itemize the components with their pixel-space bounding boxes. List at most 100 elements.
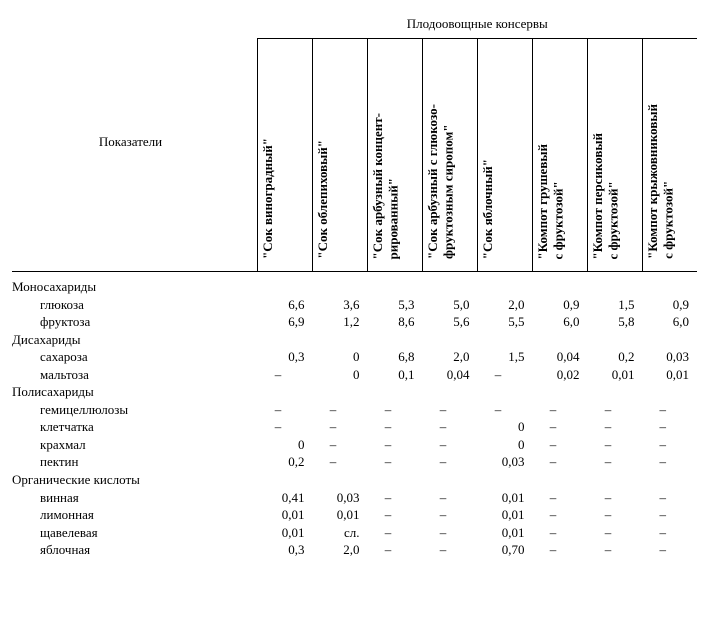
data-cell: – (588, 489, 643, 507)
column-header-label: "Сок облепиховый" (315, 140, 331, 259)
data-cell: – (423, 524, 478, 542)
data-cell: 2,0 (313, 541, 368, 559)
data-cell: – (588, 541, 643, 559)
data-cell: 0,03 (478, 453, 533, 471)
data-cell: – (533, 524, 588, 542)
data-cell: – (643, 541, 698, 559)
table-row: Моносахариды (12, 278, 697, 296)
data-cell: 0,01 (478, 489, 533, 507)
data-cell: – (368, 436, 423, 454)
data-cell: – (313, 418, 368, 436)
data-cell: 1,5 (588, 296, 643, 314)
data-cell: – (258, 418, 313, 436)
table-row: клетчатка––––0––– (12, 418, 697, 436)
data-cell: – (423, 506, 478, 524)
data-cell: 0,9 (533, 296, 588, 314)
data-cell: – (643, 506, 698, 524)
column-header: "Компот крыжовниковый с фруктозой" (643, 39, 698, 272)
data-cell: 1,2 (313, 313, 368, 331)
data-cell: – (533, 453, 588, 471)
data-cell: 0,1 (368, 366, 423, 384)
data-cell: – (423, 436, 478, 454)
data-cell: 0,03 (643, 348, 698, 366)
table-row: Органические кислоты (12, 471, 697, 489)
data-table: Показатели Плодоовощные консервы "Сок ви… (12, 12, 697, 559)
data-cell: 0,70 (478, 541, 533, 559)
row-label: Полисахариды (12, 383, 258, 401)
data-cell: – (533, 436, 588, 454)
table-row: винная0,410,03––0,01––– (12, 489, 697, 507)
data-cell: 0,01 (258, 524, 313, 542)
row-label: глюкоза (12, 296, 258, 314)
row-label: клетчатка (12, 418, 258, 436)
data-cell: – (313, 453, 368, 471)
table-row: лимонная0,010,01––0,01––– (12, 506, 697, 524)
column-header-label: "Сок виноградный" (260, 138, 276, 259)
data-cell: 5,8 (588, 313, 643, 331)
data-cell: – (313, 401, 368, 419)
column-header: "Сок арбузный концент- рированный" (368, 39, 423, 272)
row-label: крахмал (12, 436, 258, 454)
data-cell: – (588, 401, 643, 419)
data-cell: – (258, 401, 313, 419)
row-label: яблочная (12, 541, 258, 559)
data-cell: 2,0 (478, 296, 533, 314)
data-cell: 0 (258, 436, 313, 454)
data-cell: – (423, 401, 478, 419)
data-cell: 0,04 (423, 366, 478, 384)
data-cell: 0 (478, 418, 533, 436)
table-row: глюкоза6,63,65,35,02,00,91,50,9 (12, 296, 697, 314)
data-cell: – (423, 418, 478, 436)
data-cell: – (368, 401, 423, 419)
data-cell: – (533, 489, 588, 507)
data-cell: 0,9 (643, 296, 698, 314)
column-header: "Компот грушевый с фруктозой" (533, 39, 588, 272)
data-cell: 0,01 (643, 366, 698, 384)
row-label: лимонная (12, 506, 258, 524)
data-cell: – (588, 418, 643, 436)
row-label: Дисахариды (12, 331, 258, 349)
column-group-title: Плодоовощные консервы (258, 12, 698, 39)
data-cell: 0,02 (533, 366, 588, 384)
table-row: сахароза0,306,82,01,50,040,20,03 (12, 348, 697, 366)
data-cell: – (368, 489, 423, 507)
data-cell: – (423, 489, 478, 507)
data-cell: 0,01 (258, 506, 313, 524)
data-cell: 6,6 (258, 296, 313, 314)
column-header-label: "Компот персиковый с фруктозой" (590, 133, 621, 259)
column-header: "Сок виноградный" (258, 39, 313, 272)
data-cell: 0,01 (478, 524, 533, 542)
data-cell: 0,3 (258, 541, 313, 559)
data-cell: 5,5 (478, 313, 533, 331)
data-cell: 2,0 (423, 348, 478, 366)
table-row: Полисахариды (12, 383, 697, 401)
column-header-label: "Сок арбузный концент- рированный" (370, 113, 401, 259)
data-cell: – (533, 506, 588, 524)
data-cell: – (368, 418, 423, 436)
row-label: винная (12, 489, 258, 507)
data-cell: сл. (313, 524, 368, 542)
data-cell: – (368, 541, 423, 559)
column-header-label: "Компот крыжовниковый с фруктозой" (645, 104, 676, 259)
data-cell: – (643, 453, 698, 471)
data-cell: 8,6 (368, 313, 423, 331)
data-cell: 0,2 (258, 453, 313, 471)
data-cell: – (533, 401, 588, 419)
data-cell: – (643, 401, 698, 419)
data-cell: – (423, 541, 478, 559)
data-cell: – (643, 436, 698, 454)
data-cell: 0,01 (478, 506, 533, 524)
data-cell: – (588, 524, 643, 542)
data-cell: 0,03 (313, 489, 368, 507)
table-row: пектин0,2–––0,03––– (12, 453, 697, 471)
data-cell: 5,3 (368, 296, 423, 314)
data-cell: – (313, 436, 368, 454)
table-body: Моносахаридыглюкоза6,63,65,35,02,00,91,5… (12, 272, 697, 559)
data-cell: 0 (313, 366, 368, 384)
table-header: Показатели Плодоовощные консервы "Сок ви… (12, 12, 697, 272)
data-cell: 5,6 (423, 313, 478, 331)
column-header-label: "Компот грушевый с фруктозой" (535, 144, 566, 259)
data-cell: 0,3 (258, 348, 313, 366)
data-cell: – (368, 524, 423, 542)
data-cell: – (588, 506, 643, 524)
